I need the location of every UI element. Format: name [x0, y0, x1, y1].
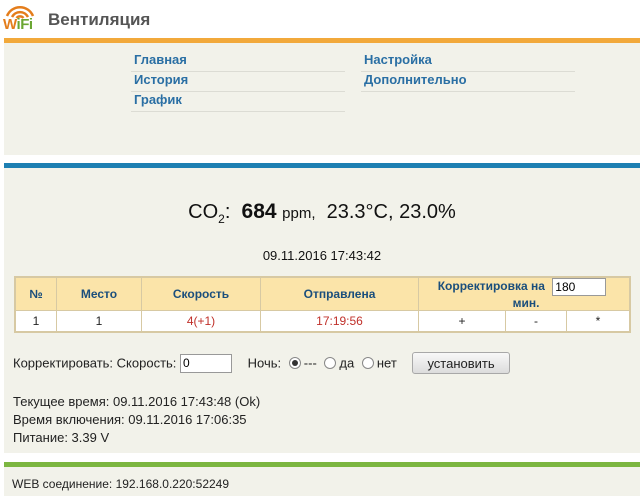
header-num: №	[14, 276, 57, 311]
header-place: Место	[56, 276, 142, 311]
correction-controls: Корректировать: Скорость: Ночь: --- да н…	[13, 352, 510, 374]
plus-button[interactable]: +	[418, 310, 506, 333]
night-option-no: нет	[376, 355, 397, 371]
reset-button[interactable]: *	[566, 310, 631, 333]
sensor-readout: CO2: 684 ppm, 23.3°C, 23.0%	[4, 200, 640, 226]
logo-rest: iFi	[16, 16, 34, 33]
night-label: Ночь:	[247, 355, 282, 371]
power-on-time: Время включения: 09.11.2016 17:06:35	[13, 412, 247, 427]
co2-subscript: 2	[218, 212, 225, 226]
web-connection: WEB соединение: 192.168.0.220:52249	[12, 477, 230, 491]
footer-panel: WEB соединение: 192.168.0.220:52249	[4, 462, 640, 496]
logo-letter: W	[3, 16, 17, 33]
correction-label: Корректировка на	[437, 279, 545, 294]
menu-item-settings[interactable]: Настройка	[361, 52, 575, 72]
page-title: Вентиляция	[48, 10, 151, 29]
table-row: 1 1 4(+1) 17:19:56 + - *	[14, 310, 631, 333]
set-button[interactable]: установить	[412, 352, 510, 374]
correction-unit: мин.	[512, 296, 540, 310]
co2-unit: ppm,	[282, 205, 316, 222]
cell-speed: 4(+1)	[141, 310, 261, 333]
cell-num: 1	[14, 310, 57, 333]
header-correction: Корректировка на мин.	[418, 276, 631, 311]
speed-input[interactable]	[180, 353, 233, 373]
night-radio-none[interactable]	[288, 357, 301, 369]
header-speed: Скорость	[141, 276, 261, 311]
night-option-none: ---	[303, 355, 317, 371]
co2-colon: :	[224, 201, 231, 223]
temperature-humidity: 23.3°C, 23.0%	[326, 201, 456, 223]
co2-label: CO	[188, 201, 219, 223]
menu-column-right: Настройка Дополнительно	[361, 52, 575, 92]
minus-button[interactable]: -	[505, 310, 567, 333]
main-panel: CO2: 684 ppm, 23.3°C, 23.0% 09.11.2016 1…	[4, 163, 640, 453]
wifi-logo: WiFi	[3, 4, 37, 33]
current-time: Текущее время: 09.11.2016 17:43:48 (Ok)	[13, 394, 261, 409]
menu-item-graph[interactable]: График	[131, 92, 345, 112]
devices-table: № Место Скорость Отправлена Корректировк…	[14, 276, 631, 333]
readout-datetime: 09.11.2016 17:43:42	[262, 248, 382, 263]
top-bar: WiFi Вентиляция	[0, 0, 644, 38]
menu-item-history[interactable]: История	[131, 72, 345, 92]
cell-sent: 17:19:56	[260, 310, 419, 333]
night-radio-yes[interactable]	[324, 357, 337, 369]
correct-speed-label: Корректировать: Скорость:	[13, 355, 177, 371]
menu-panel: Главная История График Настройка Дополни…	[4, 38, 640, 155]
table-header-row: № Место Скорость Отправлена Корректировк…	[14, 276, 631, 311]
co2-value: 684	[241, 200, 277, 223]
header-sent: Отправлена	[260, 276, 419, 311]
menu-column-left: Главная История График	[131, 52, 345, 112]
wifi-icon	[5, 6, 35, 19]
menu-item-advanced[interactable]: Дополнительно	[361, 72, 575, 92]
cell-place: 1	[56, 310, 142, 333]
correction-minutes-input[interactable]	[552, 278, 607, 296]
power-voltage: Питание: 3.39 V	[13, 430, 110, 445]
night-radio-no[interactable]	[361, 357, 374, 369]
logo-text: WiFi	[3, 16, 33, 33]
night-option-yes: да	[339, 355, 355, 371]
menu-item-home[interactable]: Главная	[131, 52, 345, 72]
